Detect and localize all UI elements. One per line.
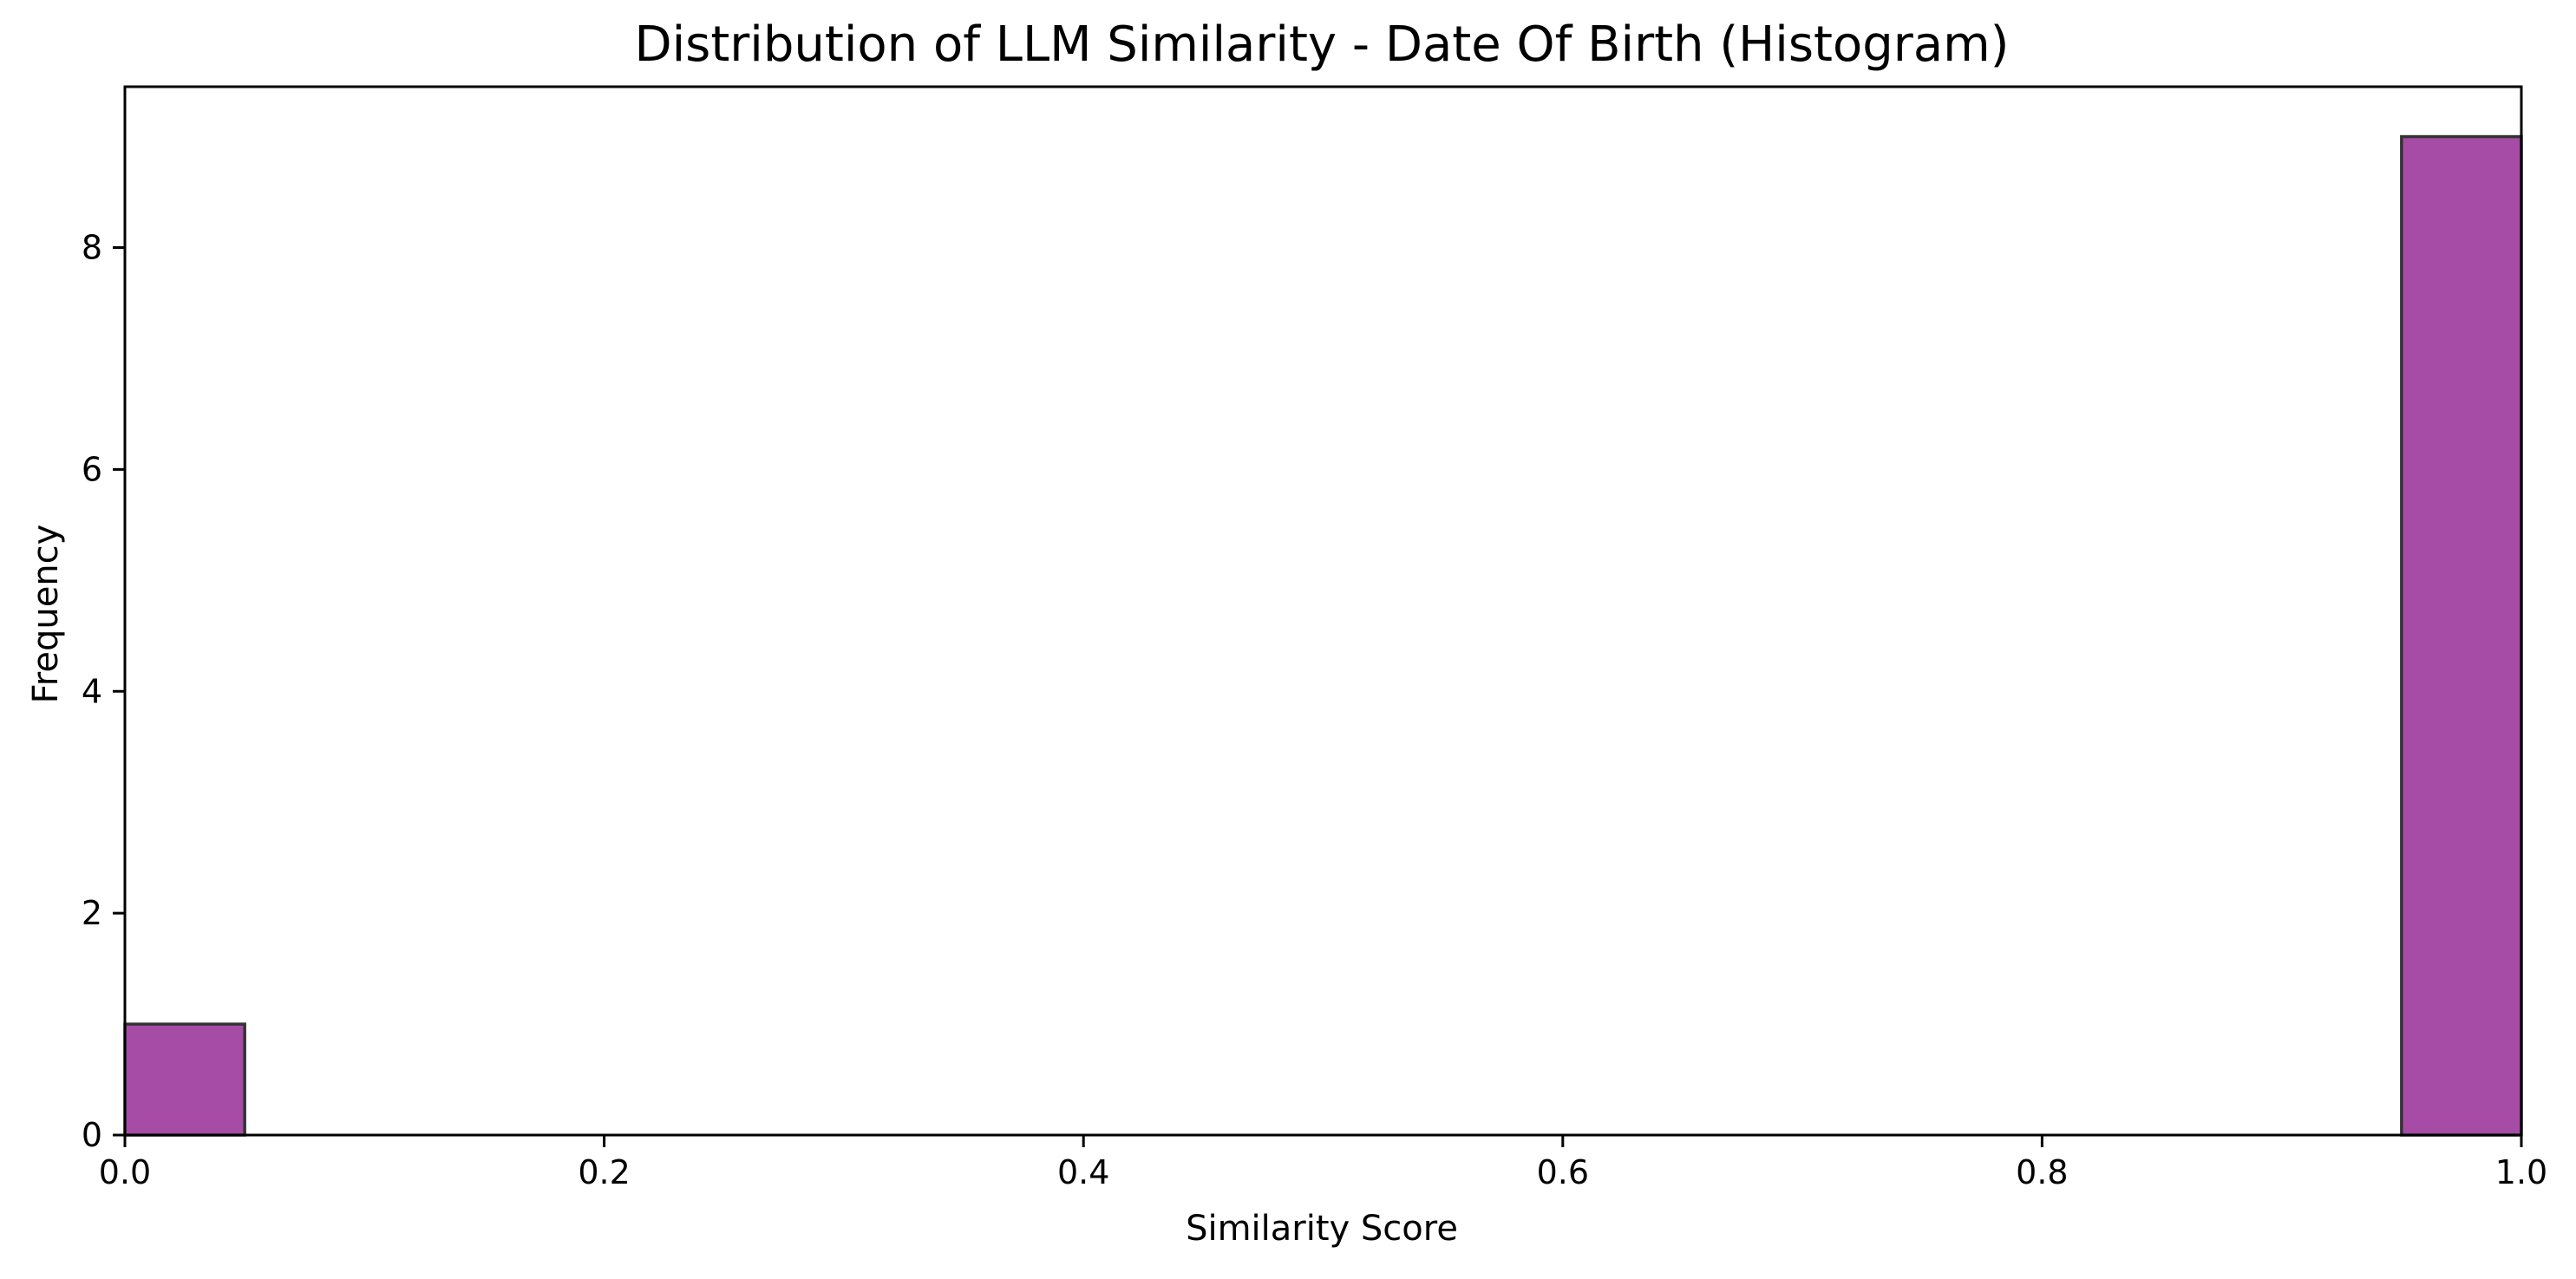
x-tick-label: 1.0 <box>2495 1153 2547 1191</box>
y-tick-label: 4 <box>82 672 102 710</box>
plot-area: 0.0 0.2 0.4 0.6 0.8 1.0 0 2 4 6 8 <box>82 85 2547 1191</box>
histogram-bar <box>123 1022 246 1137</box>
y-axis-label: Frequency <box>26 525 66 704</box>
plot-frame <box>123 85 2523 1137</box>
x-tick-label: 0.2 <box>578 1153 630 1191</box>
chart-title: Distribution of LLM Similarity - Date Of… <box>634 16 2009 73</box>
x-axis-label: Similarity Score <box>1186 1209 1458 1249</box>
y-tick-label: 2 <box>82 894 102 932</box>
histogram-bar <box>2400 134 2523 1137</box>
x-tick-label: 0.4 <box>1057 1153 1109 1191</box>
x-tick-label: 0.6 <box>1537 1153 1589 1191</box>
x-tick-label: 0.0 <box>99 1153 151 1191</box>
y-tick-label: 0 <box>82 1116 102 1154</box>
x-tick-label: 0.8 <box>2016 1153 2068 1191</box>
y-tick-label: 8 <box>82 229 102 267</box>
y-tick-label: 6 <box>82 450 102 488</box>
